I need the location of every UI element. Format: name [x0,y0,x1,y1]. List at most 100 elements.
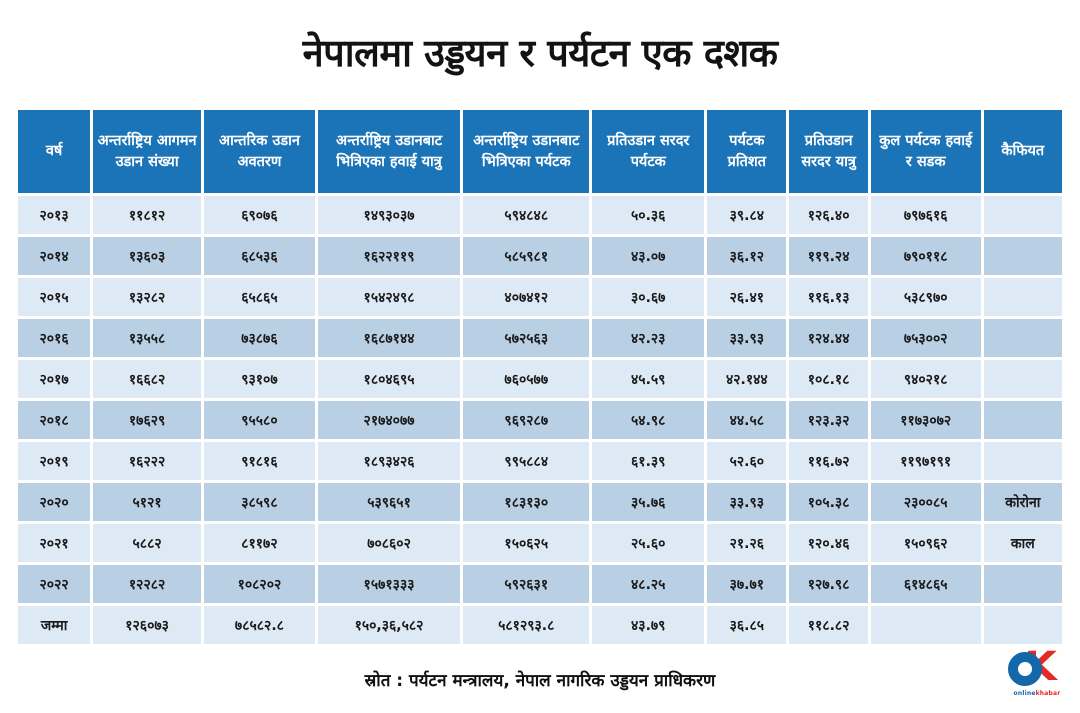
value-cell: ९३१०७ [204,360,315,398]
year-cell: २०१७ [18,360,91,398]
table-body: २०१३ ११८१२ ६९०७६ १४९३०३७ ५९४८४८ ५०.३६ ३९.८४ १२६… [18,196,1062,644]
table-row: २०२० ५१२१ ३८५९८ ५३९६५१ १८३१३० ३५.७६ ३३.९३ १०५.३… [18,483,1062,521]
header-year: वर्ष [18,110,91,193]
header-intl-air-passengers: अन्तर्राष्ट्रिय उडानबाट भित्रिएका हवाई य… [317,110,461,193]
value-cell: ५१२१ [93,483,201,521]
value-cell: १५०६२५ [463,524,590,562]
remark-cell [983,401,1062,439]
table-row: २०१६ १३५५८ ७३८७६ १६८७१४४ ५७२५६३ ४२.२३ ३३.९३ १२४… [18,319,1062,357]
table-row: २०१५ १३२८२ ६५८६५ १५४२४९८ ४०७४१२ ३०.६७ २६.४१ ११६… [18,278,1062,316]
value-cell: ५३८९७० [870,278,981,316]
table-row: २०१७ १६६८२ ९३१०७ १८०४६९५ ७६०५७७ ४५.५९ ४२.१४४ १०… [18,360,1062,398]
value-cell: ३६.१२ [707,237,787,275]
header-avg-passengers-per-flight: प्रतिउडान सरदर यात्रु [789,110,868,193]
value-cell: १२६०७३ [93,606,201,644]
value-cell: १५७१३३३ [317,565,461,603]
value-cell: ४८.२५ [592,565,705,603]
value-cell: ६१.३९ [592,442,705,480]
year-cell: २०१९ [18,442,91,480]
value-cell: १५०,३६,५८२ [317,606,461,644]
value-cell: १६६८२ [93,360,201,398]
value-cell: ४५.५९ [592,360,705,398]
value-cell: ८११७२ [204,524,315,562]
source-note: स्रोत : पर्यटन मन्त्रालय, नेपाल नागरिक उ… [364,671,716,691]
page-title: नेपालमा उड्डयन र पर्यटन एक दशक [302,31,778,75]
value-cell: ३५.७६ [592,483,705,521]
value-cell: ७३८७६ [204,319,315,357]
year-cell: जम्मा [18,606,91,644]
value-cell: १३२८२ [93,278,201,316]
value-cell: ३८५९८ [204,483,315,521]
value-cell: ७८५८२.८ [204,606,315,644]
value-cell: ५३९६५१ [317,483,461,521]
value-cell: ९४०२१८ [870,360,981,398]
logo-word-online: online [1013,690,1036,697]
value-cell: ३०.६७ [592,278,705,316]
remark-cell [983,196,1062,234]
year-cell: २०१६ [18,319,91,357]
onlinekhabar-logo-mark: K [1008,647,1066,690]
value-cell: ३३.९३ [707,483,787,521]
value-cell: १०८२०२ [204,565,315,603]
value-cell: १४९३०३७ [317,196,461,234]
value-cell: ५७२५६३ [463,319,590,357]
value-cell: ७५३००२ [870,319,981,357]
value-cell: १२३.३२ [789,401,868,439]
value-cell: १५०९६२ [870,524,981,562]
value-cell: ४३.०७ [592,237,705,275]
table-row: २०१९ १६२२२ ९१८१६ १८९३४२६ ९९५८८४ ६१.३९ ५२.६० ११६… [18,442,1062,480]
remark-cell: कोरोना [983,483,1062,521]
value-cell: ४४.५८ [707,401,787,439]
logo-word-khabar: khabar [1035,690,1061,697]
value-cell: ५८८२ [93,524,201,562]
value-cell: ९१८१६ [204,442,315,480]
value-cell: ५०.३६ [592,196,705,234]
table-row: २०१३ ११८१२ ६९०७६ १४९३०३७ ५९४८४८ ५०.३६ ३९.८४ १२६… [18,196,1062,234]
year-cell: २०१४ [18,237,91,275]
value-cell: १३५५८ [93,319,201,357]
value-cell: २५.६० [592,524,705,562]
year-cell: २०२१ [18,524,91,562]
table-row: २०१८ १७६२९ ९५५८० २१७४०७७ ९६९२८७ ५४.९८ ४४.५८ १२३… [18,401,1062,439]
year-cell: २०१३ [18,196,91,234]
value-cell: २१७४०७७ [317,401,461,439]
header-avg-tourists-per-flight: प्रतिउडान सरदर पर्यटक [592,110,705,193]
header-domestic-landings: आन्तरिक उडान अवतरण [204,110,315,193]
value-cell: ७६०५७७ [463,360,590,398]
header-total-tourists-air-road: कुल पर्यटक हवाई र सडक [870,110,981,193]
header-intl-arrival-flights: अन्तर्राष्ट्रिय आगमन उडान संख्या [93,110,201,193]
logo-wordmark: onlinekhabar [1008,690,1066,697]
remark-cell [983,442,1062,480]
value-cell: ६१४८६५ [870,565,981,603]
year-cell: २०१५ [18,278,91,316]
value-cell: १८०४६९५ [317,360,461,398]
value-cell: १८३१३० [463,483,590,521]
value-cell: ११६.७२ [789,442,868,480]
value-cell: ४०७४१२ [463,278,590,316]
value-cell: ११६.१३ [789,278,868,316]
value-cell: ३३.९३ [707,319,787,357]
table-row: जम्मा १२६०७३ ७८५८२.८ १५०,३६,५८२ ५८१२९३.८ ४३.७… [18,606,1062,644]
header-row: वर्ष अन्तर्राष्ट्रिय आगमन उडान संख्या आन… [18,110,1062,193]
value-cell: ७९०११८ [870,237,981,275]
value-cell: ३७.७१ [707,565,787,603]
value-cell: १३६०३ [93,237,201,275]
value-cell: १५४२४९८ [317,278,461,316]
year-cell: २०२२ [18,565,91,603]
remark-cell [983,278,1062,316]
value-cell: ९९५८८४ [463,442,590,480]
value-cell: २३००८५ [870,483,981,521]
value-cell: १०५.३८ [789,483,868,521]
value-cell: १६२२२ [93,442,201,480]
remark-cell [983,606,1062,644]
value-cell: ५८१२९३.८ [463,606,590,644]
remark-cell [983,360,1062,398]
onlinekhabar-logo: K onlinekhabar [1008,647,1066,702]
table-header: वर्ष अन्तर्राष्ट्रिय आगमन उडान संख्या आन… [18,110,1062,193]
remark-cell [983,237,1062,275]
value-cell: ७९७६१६ [870,196,981,234]
value-cell: ११८१२ [93,196,201,234]
remark-cell [983,565,1062,603]
value-cell: ६९०७६ [204,196,315,234]
